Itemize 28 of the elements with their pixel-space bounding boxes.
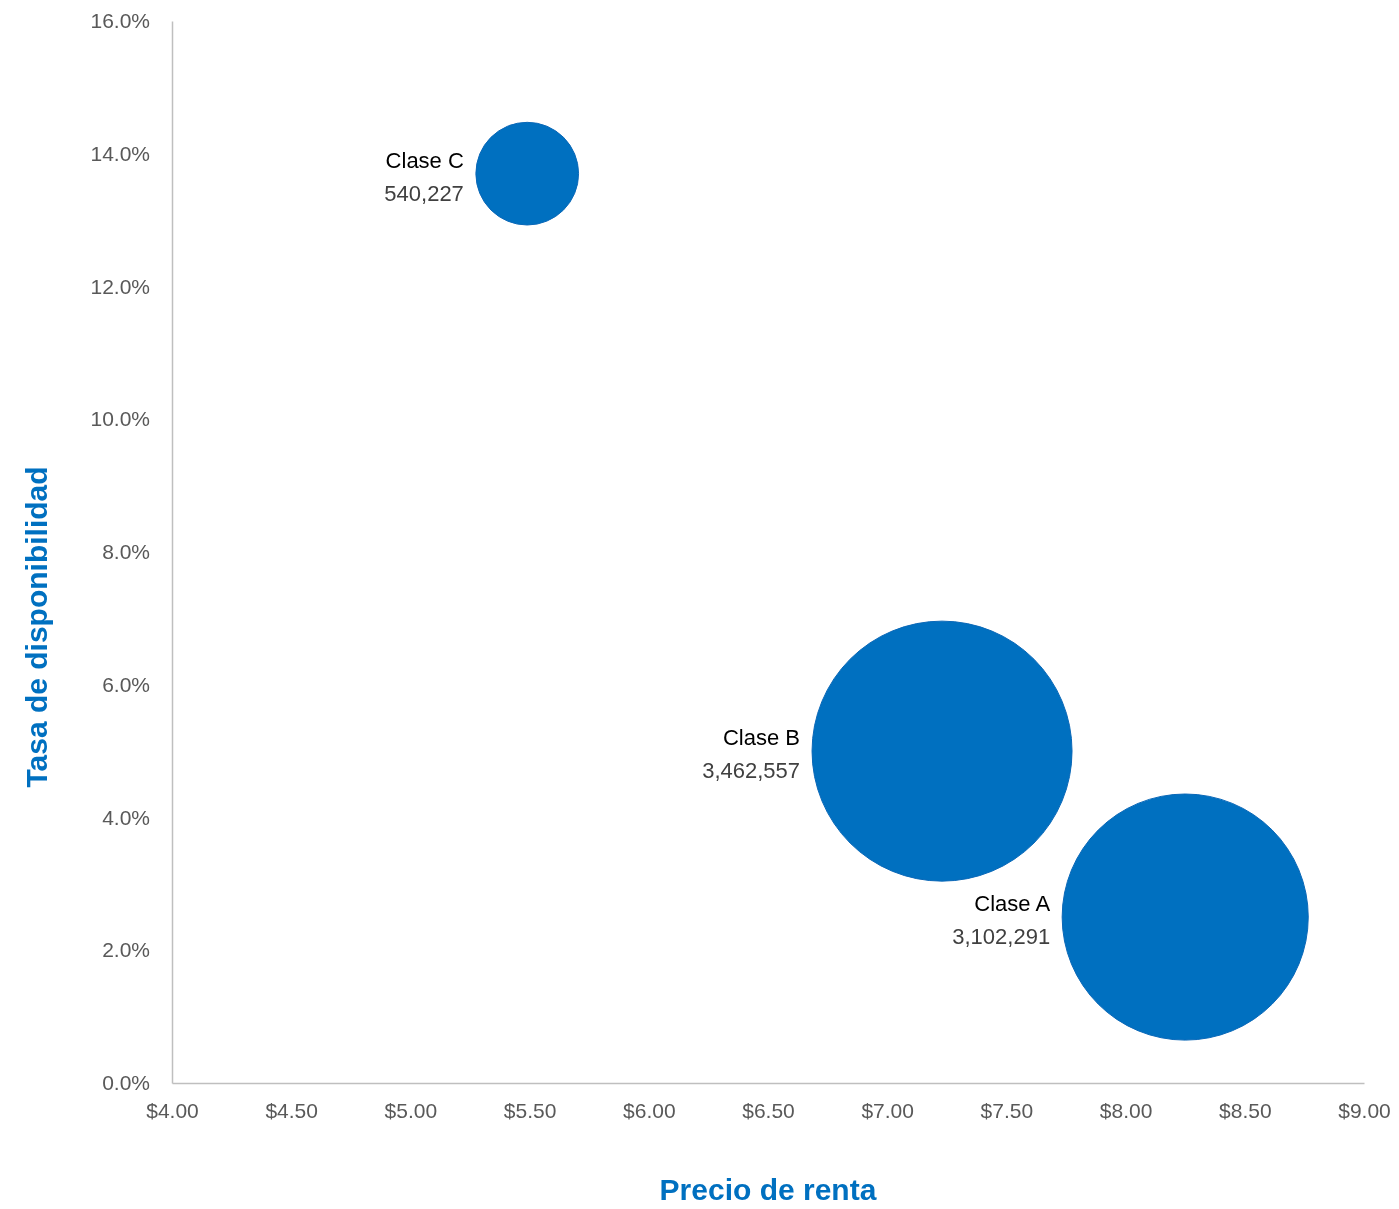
y-axis-title: Tasa de disponibilidad [20, 466, 53, 788]
series-label: Clase B [722, 725, 801, 751]
y-tick-label: 14.0% [90, 141, 150, 165]
x-tick-label: $4.00 [146, 1098, 199, 1122]
x-axis-title: Precio de renta [659, 1173, 877, 1206]
y-tick-label: 6.0% [102, 672, 150, 696]
data-label: 3,462,557 [702, 758, 801, 784]
series-label: Clase C [385, 147, 464, 173]
x-tick-label: $9.00 [1338, 1098, 1391, 1122]
x-tick-label: $8.50 [1219, 1098, 1272, 1122]
y-tick-label: 10.0% [90, 407, 150, 431]
data-label: 3,102,291 [952, 924, 1051, 950]
x-tick-label: $5.50 [503, 1098, 557, 1122]
y-tick-label: 8.0% [102, 540, 150, 564]
x-tick-label: $6.50 [742, 1098, 795, 1122]
series-label: Clase A [974, 891, 1051, 917]
x-tick-label: $7.50 [980, 1098, 1034, 1122]
y-tick-label: 0.0% [102, 1071, 150, 1095]
x-tick-label: $5.00 [384, 1098, 438, 1122]
x-tick-label: $7.00 [861, 1098, 914, 1122]
y-tick-label: 2.0% [102, 938, 150, 962]
y-tick-label: 4.0% [102, 805, 150, 829]
data-label: 540,227 [384, 180, 464, 206]
y-tick-label: 12.0% [90, 274, 150, 298]
y-tick-label: 16.0% [90, 9, 150, 33]
x-tick-label: $4.50 [265, 1098, 318, 1122]
x-tick-label: $6.00 [623, 1098, 676, 1122]
x-tick-label: $8.00 [1099, 1098, 1153, 1122]
